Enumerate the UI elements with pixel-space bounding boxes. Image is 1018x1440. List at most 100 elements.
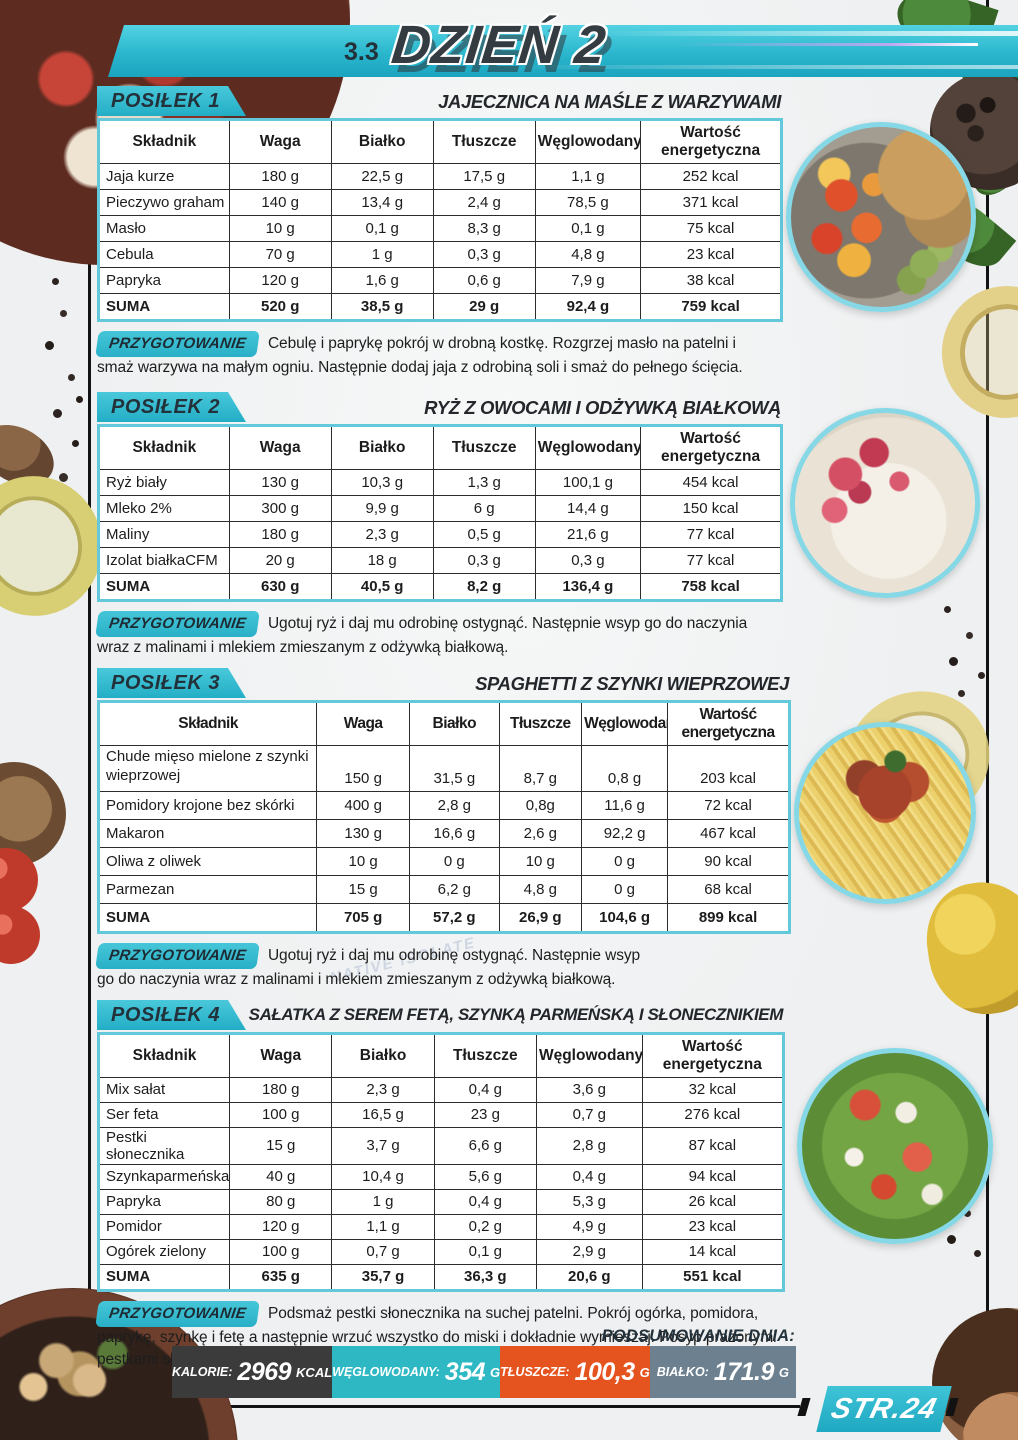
ingredient-value: 0,7 g (331, 1238, 435, 1265)
column-header: Białko (330, 426, 434, 470)
ingredient-row: Chude mięso mielone z szynki wieprzowej 1… (99, 744, 789, 792)
sum-row: SUMA 705 g 57,2 g 26,9 g 104,6 g 899 kcal (99, 902, 789, 932)
ingredient-value: 2,3 g (330, 520, 434, 548)
ingredient-value: 140 g (228, 188, 332, 216)
page-number-text: STR.24 (827, 1392, 941, 1425)
sum-value: 899 kcal (667, 902, 789, 932)
preparation-badge: PRZYGOTOWANIE (95, 331, 260, 358)
daily-summary-heading: PODSUMOWANIE DNIA: (601, 1327, 795, 1345)
sum-value: 104,6 g (581, 902, 669, 932)
page-title: DZIEŃ 2 (388, 15, 610, 75)
meal-2-title: RYŻ Z OWOCAMI I ODŻYWKĄ BIAŁKOWĄ (424, 397, 781, 418)
ingredient-value: 454 kcal (640, 468, 781, 496)
summary-calories: KALORIE: 2969 KCAL (172, 1346, 333, 1398)
column-header: Węglowodany (534, 426, 642, 470)
preparation-text: Podsmaż pestki słonecznika na suchej pat… (97, 1305, 777, 1368)
frame-line-bottom (88, 1405, 800, 1408)
ingredient-name: Izolat białkaCFM (99, 546, 230, 574)
ingredient-name: Cebula (99, 240, 230, 268)
ingredient-value: 180 g (228, 162, 332, 190)
ingredient-value: 2,4 g (432, 188, 536, 216)
ingredient-value: 16,5 g (331, 1101, 435, 1128)
column-header: Białko (409, 702, 500, 746)
ingredient-value: 0,4 g (433, 1188, 537, 1215)
ingredient-value: 0,6 g (432, 266, 536, 294)
ingredient-value: 10 g (316, 846, 411, 876)
ingredient-name: Makaron (99, 818, 318, 848)
sum-value: 551 kcal (641, 1263, 783, 1290)
ingredient-value: 21,6 g (534, 520, 642, 548)
ingredient-value: 18 g (330, 546, 434, 574)
ingredient-value: 6 g (432, 494, 536, 522)
ingredient-value: 150 g (316, 744, 411, 792)
ingredient-row: Pomidor 120 g 1,1 g 0,2 g 4,9 g 23 kcal (99, 1213, 783, 1240)
ingredient-value: 31,5 g (409, 744, 500, 792)
sum-value: 758 kcal (640, 572, 781, 600)
ingredient-row: Ryż biały 130 g 10,3 g 1,3 g 100,1 g 454 kcal (99, 468, 781, 496)
ingredient-value: 4,8 g (534, 240, 642, 268)
meal-2-tab-label: POSIŁEK 2 (111, 395, 220, 418)
ingredient-value: 94 kcal (641, 1163, 783, 1190)
ingredient-value: 80 g (229, 1188, 333, 1215)
ingredient-value: 180 g (229, 1076, 333, 1103)
ingredient-value: 1,1 g (331, 1213, 435, 1240)
ingredient-value: 10 g (228, 214, 332, 242)
sum-label: SUMA (99, 572, 230, 600)
banner-streak (678, 43, 978, 46)
preparation-badge: PRZYGOTOWANIE (95, 611, 260, 638)
column-header: Białko (331, 1034, 435, 1078)
ingredient-value: 15 g (316, 874, 411, 904)
meal-3-preparation: PRZYGOTOWANIE Ugotuj ryż i daj mu odrobin… (95, 943, 657, 991)
ingredient-value: 0,3 g (432, 546, 536, 574)
ingredient-row: Pestki słonecznika 15 g 3,7 g 6,6 g 2,8 g 87 … (99, 1126, 783, 1165)
preparation-badge: PRZYGOTOWANIE (95, 1301, 260, 1328)
ingredient-value: 23 kcal (640, 240, 781, 268)
ingredient-name: Jaja kurze (99, 162, 230, 190)
meal-section-4: POSIŁEK 4 SAŁATKA Z SEREM FETĄ, SZYNKĄ P… (95, 1000, 785, 1371)
column-header: Waga (228, 426, 332, 470)
peppercorns-left (52, 278, 59, 285)
sum-value: 136,4 g (534, 572, 642, 600)
column-header: Waga (228, 120, 332, 164)
tomato-left-2 (0, 906, 40, 964)
sum-value: 26,9 g (498, 902, 583, 932)
ingredient-row: Makaron 130 g 16,6 g 2,6 g 92,2 g 467 kcal (99, 818, 789, 848)
ingredient-value: 72 kcal (667, 790, 789, 820)
ingredient-value: 1,6 g (330, 266, 434, 294)
preparation-badge: PRZYGOTOWANIE (95, 943, 260, 970)
meal-3-title: SPAGHETTI Z SZYNKI WIEPRZOWEJ (475, 673, 789, 694)
ingredient-value: 17,5 g (432, 162, 536, 190)
meal-3-tab-label: POSIŁEK 3 (111, 671, 220, 694)
ingredient-value: 300 g (228, 494, 332, 522)
ingredient-value: 26 kcal (641, 1188, 783, 1215)
ingredient-value: 75 kcal (640, 214, 781, 242)
column-header: Wartość energetyczna (641, 1034, 783, 1078)
summary-carbs: WĘGLOWODANY: 354 G (332, 1346, 501, 1398)
yellow-pepper-right (919, 874, 1018, 1022)
sum-value: 36,3 g (433, 1263, 537, 1290)
page-number-badge: STR.24 (816, 1386, 952, 1432)
ingredient-value: 0,4 g (535, 1163, 643, 1190)
ingredient-name: Pestki słonecznika (99, 1126, 231, 1165)
meal-1-tab: POSIŁEK 1 (97, 86, 246, 116)
column-header: Tłuszcze (498, 702, 583, 746)
column-header: Tłuszcze (433, 1034, 537, 1078)
ingredient-value: 7,9 g (534, 266, 642, 294)
ingredient-value: 10,3 g (330, 468, 434, 496)
sum-value: 38,5 g (330, 292, 434, 320)
meal-section-2: POSIŁEK 2 RYŻ Z OWOCAMI I ODŻYWKĄ BIAŁKO… (95, 392, 783, 659)
ingredient-value: 13,4 g (330, 188, 434, 216)
ingredient-value: 1 g (330, 240, 434, 268)
ingredient-value: 100 g (229, 1101, 333, 1128)
ingredient-name: Pomidor (99, 1213, 231, 1240)
ingredient-value: 5,6 g (433, 1163, 537, 1190)
ingredient-name: Masło (99, 214, 230, 242)
ingredient-value: 1,1 g (534, 162, 642, 190)
ingredient-value: 3,7 g (331, 1126, 435, 1165)
column-header: Tłuszcze (432, 120, 536, 164)
meal-4-tab-label: POSIŁEK 4 (111, 1003, 220, 1026)
ingredient-value: 14,4 g (534, 494, 642, 522)
